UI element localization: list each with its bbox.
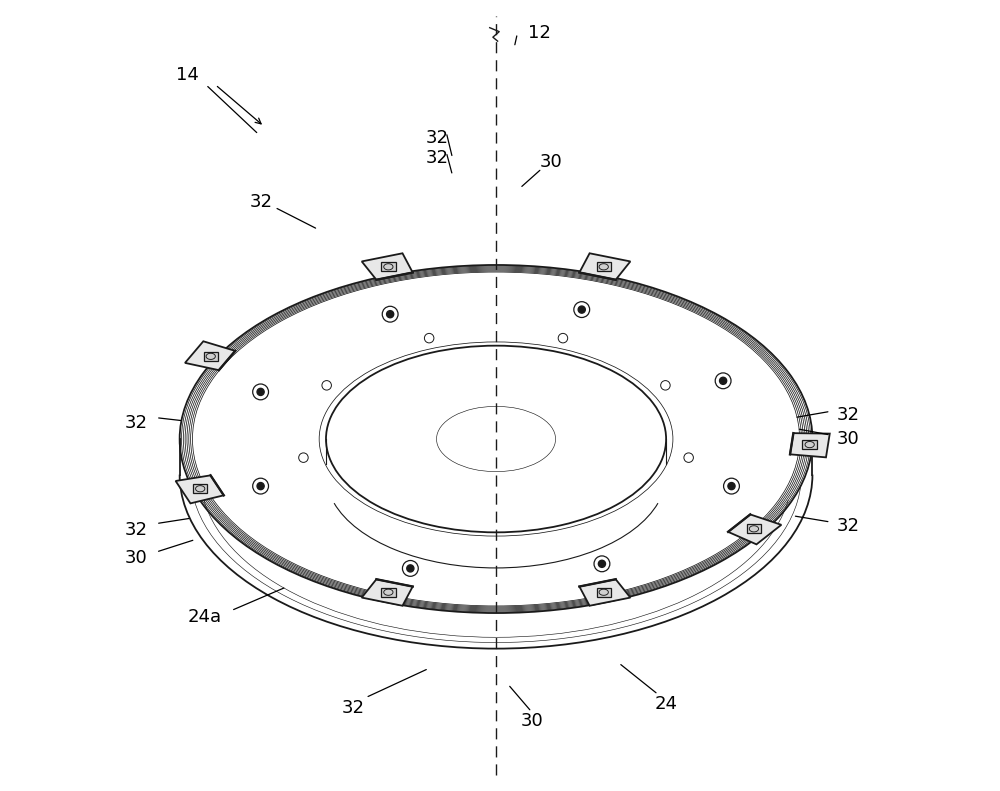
Text: 24a: 24a <box>187 608 222 626</box>
Text: 30: 30 <box>125 549 148 566</box>
Polygon shape <box>597 588 611 597</box>
Polygon shape <box>579 253 630 280</box>
Circle shape <box>720 377 727 384</box>
Circle shape <box>407 565 414 572</box>
Polygon shape <box>204 352 218 361</box>
Polygon shape <box>802 440 817 449</box>
Text: 30: 30 <box>837 430 859 448</box>
Polygon shape <box>790 433 830 457</box>
Polygon shape <box>185 341 235 370</box>
Text: 32: 32 <box>837 517 860 535</box>
Text: 32: 32 <box>342 699 365 717</box>
Text: 14: 14 <box>176 66 199 84</box>
Polygon shape <box>176 475 224 503</box>
Polygon shape <box>362 579 413 606</box>
Text: 30: 30 <box>540 153 563 171</box>
Text: 30: 30 <box>520 713 543 730</box>
Polygon shape <box>747 524 761 533</box>
Polygon shape <box>597 262 611 271</box>
Polygon shape <box>193 484 207 494</box>
Polygon shape <box>381 588 396 597</box>
Circle shape <box>257 483 264 490</box>
Polygon shape <box>579 579 630 606</box>
Polygon shape <box>381 262 396 271</box>
Text: 32: 32 <box>125 521 148 539</box>
Text: 32: 32 <box>125 414 148 432</box>
Text: 32: 32 <box>837 407 860 424</box>
Text: 32: 32 <box>425 130 448 147</box>
Circle shape <box>598 560 605 567</box>
Text: 12: 12 <box>528 25 551 42</box>
Polygon shape <box>728 514 781 544</box>
Circle shape <box>257 388 264 396</box>
Circle shape <box>387 311 394 318</box>
Circle shape <box>578 306 585 313</box>
Text: 32: 32 <box>250 193 273 210</box>
Circle shape <box>728 483 735 490</box>
Text: 24: 24 <box>655 695 678 713</box>
Text: 32: 32 <box>425 149 448 167</box>
Polygon shape <box>362 253 413 280</box>
